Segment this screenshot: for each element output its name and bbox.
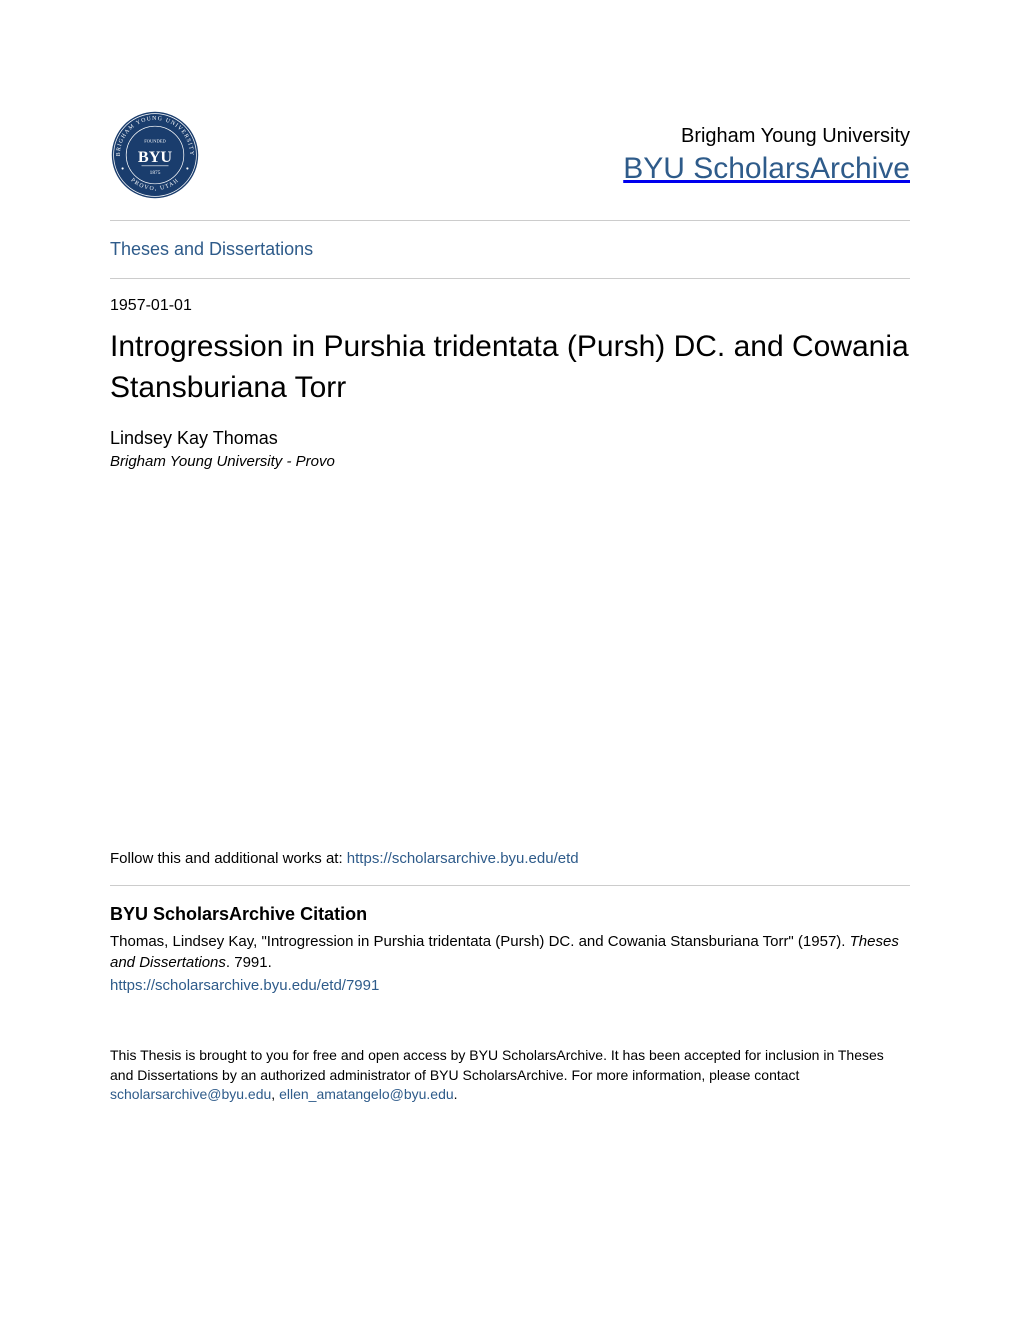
citation-text: Thomas, Lindsey Kay, "Introgression in P… [110,931,910,996]
citation-part1: Thomas, Lindsey Kay, "Introgression in P… [110,933,850,950]
header-text-block: Brigham Young University BYU ScholarsArc… [623,125,910,186]
author-name: Lindsey Kay Thomas [110,428,910,449]
footer-separator: , [271,1086,279,1102]
archive-name-link[interactable]: BYU ScholarsArchive [623,152,910,186]
citation-part2: . 7991. [226,954,272,971]
logo-container: BRIGHAM YOUNG UNIVERSITY PROVO, UTAH FOU… [110,110,200,200]
institution-name: Brigham Young University [623,125,910,148]
author-affiliation: Brigham Young University - Provo [110,453,910,470]
footer-email2-link[interactable]: ellen_amatangelo@byu.edu [279,1086,454,1102]
citation-section: BYU ScholarsArchive Citation Thomas, Lin… [110,886,910,996]
follow-url-link[interactable]: https://scholarsarchive.byu.edu/etd [347,850,579,867]
footer-email1-link[interactable]: scholarsarchive@byu.edu [110,1086,271,1102]
footer-text: This Thesis is brought to you for free a… [110,1046,910,1105]
svg-text:BYU: BYU [138,148,172,166]
collection-row: Theses and Dissertations [110,221,910,278]
document-date: 1957-01-01 [110,279,910,327]
follow-section: Follow this and additional works at: htt… [110,850,910,885]
svg-text:1875: 1875 [150,170,161,176]
footer-part1: This Thesis is brought to you for free a… [110,1047,884,1083]
svg-text:FOUNDED: FOUNDED [144,138,166,143]
citation-url-link[interactable]: https://scholarsarchive.byu.edu/etd/7991 [110,975,379,996]
follow-prefix: Follow this and additional works at: [110,850,347,867]
collection-link[interactable]: Theses and Dissertations [110,239,313,259]
footer-period: . [454,1086,458,1102]
citation-heading: BYU ScholarsArchive Citation [110,904,910,925]
page-header: BRIGHAM YOUNG UNIVERSITY PROVO, UTAH FOU… [110,110,910,220]
byu-seal-logo: BRIGHAM YOUNG UNIVERSITY PROVO, UTAH FOU… [110,110,200,200]
archive-name: BYU ScholarsArchive [623,152,910,186]
document-title: Introgression in Purshia tridentata (Pur… [110,327,910,408]
